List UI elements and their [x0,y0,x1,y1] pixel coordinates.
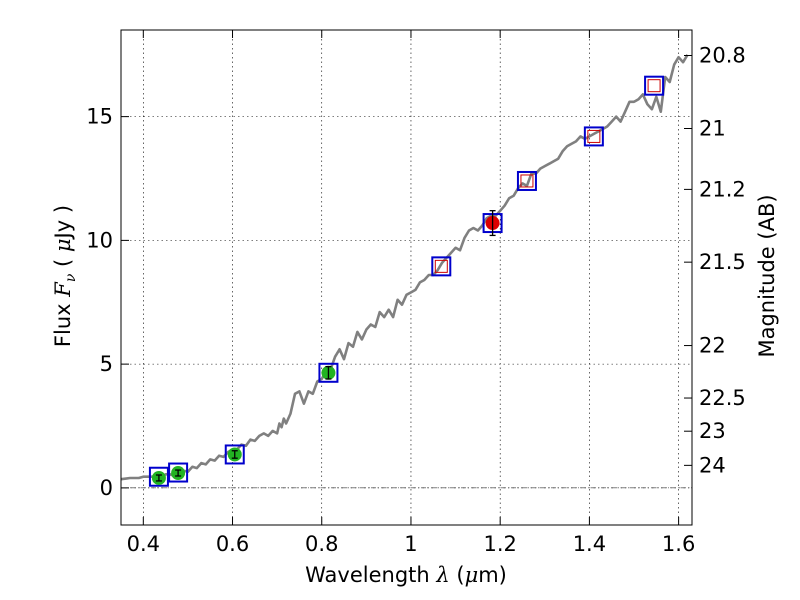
y-axis-title-word: Flux [51,297,75,347]
x-tick-label: 0.4 [127,532,160,556]
y-tick-label: 5 [100,352,113,376]
x-axis-title-word: Wavelength [305,563,436,587]
y-axis-title-F: F [51,281,75,298]
open-square-marker [647,79,661,93]
x-axis-title-unit: m) [478,563,507,587]
data-points [151,79,661,485]
band-flux-box [583,126,604,147]
tick-labels: 0.4 0.6 0.8 1 1.2 1.4 1.6 0 5 10 15 20.8 21 21.2 21.5 2… [86,43,746,556]
x-axis-title-mu: μ [465,563,479,587]
x-tick-label: 0.6 [216,532,249,556]
band-flux-box [318,362,339,383]
y-axis-title-open: ( [51,252,75,274]
y2-tick-label: 21 [699,117,726,141]
model-spectrum-line [120,54,689,481]
tick-marks [121,30,692,525]
x-tick-label: 1 [404,532,417,556]
y2-axis-title: Magnitude (AB) [755,194,779,357]
band-flux-box [644,75,665,96]
band-flux-box [431,256,452,277]
band-flux-box [168,462,189,483]
grid-lines [121,30,692,525]
x-tick-label: 1.2 [483,532,516,556]
band-flux-box [148,466,169,487]
x-axis-title-lambda: λ [435,563,449,587]
band-flux-box [516,170,537,191]
x-tick-label: 0.8 [305,532,338,556]
y2-tick-label: 21.5 [699,250,746,274]
open-square-marker [434,259,448,273]
x-axis-title: Wavelength λ (μm) [305,563,507,587]
y2-tick-label: 21.2 [699,177,746,201]
y-axis-title-mu: μ [51,238,75,252]
open-square-marker [520,174,534,188]
y-tick-label: 0 [100,476,113,500]
open-square-marker [587,129,601,143]
y2-tick-label: 22 [699,334,726,358]
model-spectrum [120,54,689,481]
y2-tick-label: 20.8 [699,43,746,67]
x-axis-title-open: ( [450,563,465,587]
y-tick-label: 15 [86,105,113,129]
x-tick-label: 1.4 [573,532,606,556]
y-tick-label: 10 [86,228,113,252]
y-axis-title-unit: Jy ) [51,205,75,241]
y2-tick-label: 22.5 [699,386,746,410]
y2-tick-label: 23 [699,419,726,443]
plot-frame [120,29,693,526]
band-flux-box [224,444,245,465]
y2-tick-label: 24 [699,453,726,477]
y-axis-title-nu: ν [63,273,79,282]
y-axis-title: Flux Fν ( μJy ) [51,205,79,347]
x-tick-label: 1.6 [662,532,695,556]
